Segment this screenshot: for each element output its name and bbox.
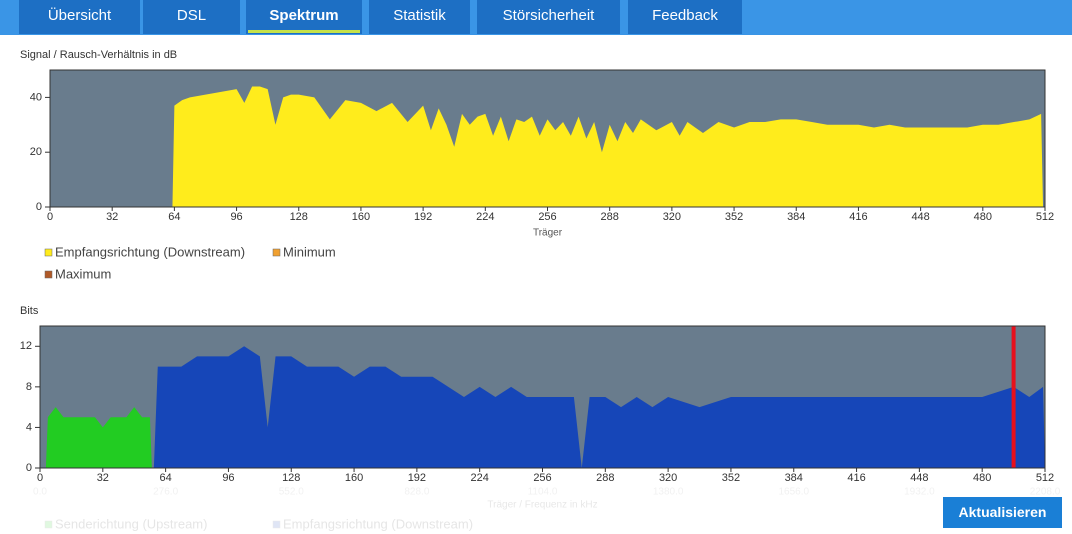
x-tick-label: 480	[973, 472, 991, 484]
x-tick-label: 96	[230, 211, 242, 223]
x-tick-label: 352	[722, 472, 740, 484]
x-tick-label: 416	[847, 472, 865, 484]
x-tick-label: 320	[659, 472, 677, 484]
legend-label: Maximum	[55, 266, 111, 281]
area-series	[153, 346, 1045, 468]
y-tick-label: 12	[20, 340, 32, 352]
x-tick-label: 448	[911, 211, 929, 223]
x-tick-label: 128	[290, 211, 308, 223]
tab[interactable]: Übersicht	[19, 0, 140, 34]
x-tick-label: 288	[601, 211, 619, 223]
legend-swatch	[44, 270, 53, 279]
x-tick-label: 64	[168, 211, 180, 223]
x-tick-label: 224	[476, 211, 494, 223]
legend-swatch	[272, 248, 281, 257]
y-tick-label: 0	[36, 201, 42, 213]
tab[interactable]: DSL	[143, 0, 240, 34]
area-series	[45, 407, 152, 468]
x-axis-label: Träger	[533, 228, 563, 239]
x-tick-label: 256	[533, 472, 551, 484]
x-tick-label: 288	[596, 472, 614, 484]
x-tick-label: 32	[106, 211, 118, 223]
x-tick-label: 256	[538, 211, 556, 223]
legend-label: Empfangsrichtung (Downstream)	[55, 244, 245, 259]
y-tick-label: 4	[26, 421, 32, 433]
x-tick-label: 128	[282, 472, 300, 484]
x-tick-label: 160	[352, 211, 370, 223]
y-tick-label: 8	[26, 381, 32, 393]
x-tick-label: 384	[785, 472, 803, 484]
refresh-button[interactable]: Aktualisieren	[943, 497, 1062, 528]
x-tick-label: 384	[787, 211, 805, 223]
x-tick-label: 192	[408, 472, 426, 484]
x-tick-label: 96	[222, 472, 234, 484]
legend-swatch	[44, 248, 53, 257]
y-tick-label: 40	[30, 91, 42, 103]
area-series	[50, 86, 1044, 207]
x-tick-label: 160	[345, 472, 363, 484]
x-tick-label: 64	[160, 472, 172, 484]
chart-title: Bits	[20, 305, 39, 317]
tab[interactable]: Spektrum	[246, 0, 362, 34]
x-tick-label: 192	[414, 211, 432, 223]
x-tick-label: 352	[725, 211, 743, 223]
legend-label: Minimum	[283, 244, 336, 259]
x-tick-label: 32	[97, 472, 109, 484]
fade-overlay	[0, 486, 1072, 534]
y-tick-label: 20	[30, 146, 42, 158]
x-tick-label: 320	[663, 211, 681, 223]
x-tick-label: 224	[471, 472, 489, 484]
x-tick-label: 512	[1036, 211, 1054, 223]
faded-area: Träger Empfangsrichtung (Downstream) Minim…	[44, 228, 563, 281]
tab-bar: Übersicht DSL Spektrum Statistik Störsicherh…	[0, 0, 1072, 35]
tab[interactable]: Feedback	[628, 0, 742, 34]
x-tick-label: 448	[910, 472, 928, 484]
chart-title: Signal / Rausch-Verhältnis in dB	[20, 49, 177, 61]
x-tick-label: 480	[974, 211, 992, 223]
tab[interactable]: Statistik	[369, 0, 470, 34]
x-tick-label: 416	[849, 211, 867, 223]
x-tick-label: 512	[1036, 472, 1054, 484]
x-tick-label: 0	[47, 211, 53, 223]
tab[interactable]: Störsicherheit	[477, 0, 620, 34]
y-tick-label: 0	[26, 462, 32, 474]
x-tick-label: 0	[37, 472, 43, 484]
